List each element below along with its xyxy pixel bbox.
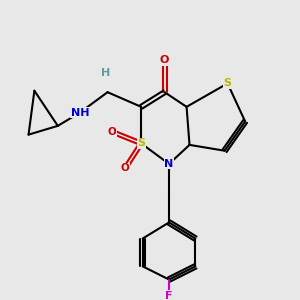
Text: O: O bbox=[121, 163, 130, 173]
Text: S: S bbox=[224, 78, 232, 88]
Text: S: S bbox=[137, 138, 145, 148]
Text: O: O bbox=[108, 127, 116, 137]
Text: O: O bbox=[160, 55, 169, 65]
Text: F: F bbox=[165, 291, 173, 300]
Text: N: N bbox=[164, 159, 174, 169]
Text: H: H bbox=[101, 68, 111, 78]
Text: NH: NH bbox=[70, 108, 89, 118]
